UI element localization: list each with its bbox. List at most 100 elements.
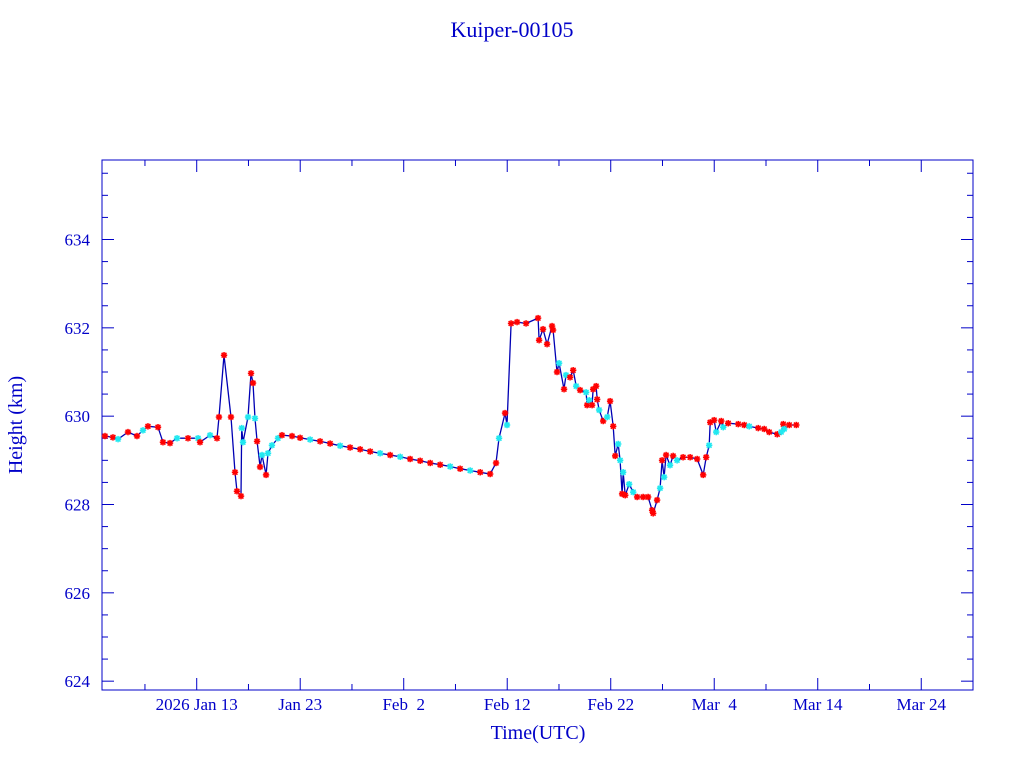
- cyan-data-point: [660, 473, 668, 481]
- red-data-point: [539, 325, 547, 333]
- red-data-point: [593, 396, 601, 403]
- red-data-point: [154, 424, 162, 431]
- red-data-point: [253, 438, 261, 445]
- cyan-data-point: [705, 442, 713, 449]
- red-data-point: [633, 493, 641, 501]
- red-data-point: [710, 416, 718, 424]
- y-tick-label: 634: [65, 231, 91, 250]
- cyan-data-point: [666, 461, 674, 469]
- red-data-point: [436, 461, 444, 468]
- red-data-point: [569, 367, 577, 374]
- red-data-point: [793, 421, 800, 429]
- red-data-point: [765, 428, 773, 436]
- red-data-point: [249, 379, 257, 387]
- cyan-data-point: [604, 413, 611, 421]
- x-tick-label: Feb 12: [484, 695, 531, 714]
- x-tick-label: 2026 Jan 13: [156, 695, 238, 714]
- cyan-data-point: [238, 424, 245, 432]
- red-data-point: [653, 496, 661, 504]
- y-tick-label: 626: [65, 584, 91, 603]
- cyan-data-point: [336, 442, 344, 449]
- red-data-point: [213, 435, 221, 442]
- cyan-data-point: [173, 435, 181, 442]
- cyan-data-point: [503, 421, 511, 429]
- red-data-point: [662, 451, 670, 459]
- red-data-point: [256, 463, 264, 471]
- cyan-data-point: [466, 467, 474, 474]
- red-data-point: [159, 439, 167, 446]
- cyan-data-point: [582, 389, 590, 396]
- red-data-point: [501, 409, 509, 417]
- x-tick-label: Jan 23: [278, 695, 322, 714]
- red-data-point: [566, 374, 574, 381]
- chart-title: Kuiper-00105: [451, 17, 574, 42]
- cyan-data-point: [616, 457, 624, 464]
- cyan-data-point: [264, 450, 272, 457]
- red-data-point: [513, 318, 521, 326]
- cyan-data-point: [781, 425, 788, 433]
- cyan-data-point: [713, 428, 720, 436]
- red-data-point: [610, 423, 617, 430]
- red-data-point: [366, 448, 374, 455]
- axis-ticks: [102, 160, 974, 690]
- red-data-point: [693, 455, 701, 463]
- series-line: [104, 317, 797, 516]
- red-data-point: [101, 432, 109, 440]
- cyan-data-point: [244, 413, 252, 421]
- x-tick-label: Mar 4: [692, 695, 738, 714]
- red-data-point: [109, 434, 117, 441]
- red-data-point: [427, 459, 434, 467]
- cyan-data-point: [139, 427, 147, 434]
- cyan-data-point: [376, 450, 384, 457]
- red-data-point: [247, 370, 255, 377]
- red-data-point: [237, 492, 245, 500]
- red-data-point: [644, 493, 652, 501]
- x-tick-label: Mar 14: [793, 695, 843, 714]
- red-data-point: [144, 423, 152, 430]
- y-axis-title: Height (km): [5, 376, 27, 474]
- cyan-data-point: [396, 453, 404, 460]
- red-data-point: [184, 435, 192, 442]
- red-data-point: [133, 432, 141, 440]
- red-data-point: [699, 471, 707, 479]
- red-data-point: [492, 459, 500, 467]
- red-data-point: [560, 386, 568, 393]
- x-tick-label: Feb 22: [587, 695, 634, 714]
- red-data-point: [233, 488, 241, 495]
- cyan-data-point: [673, 457, 681, 464]
- cyan-data-point: [629, 488, 637, 496]
- red-data-point: [702, 454, 710, 461]
- cyan-data-point: [446, 463, 454, 470]
- red-data-point: [553, 368, 561, 376]
- cyan-data-point: [595, 406, 603, 414]
- red-data-point: [543, 340, 551, 348]
- red-data-point: [735, 420, 742, 428]
- red-data-point: [356, 446, 364, 453]
- cyan-data-point: [619, 469, 627, 476]
- cyan-data-point: [720, 424, 727, 431]
- red-data-point: [522, 320, 530, 327]
- red-data-point: [786, 421, 793, 429]
- red-data-point: [761, 425, 768, 433]
- cyan-data-point: [206, 431, 214, 439]
- red-data-point: [549, 326, 557, 334]
- red-data-point: [679, 454, 687, 461]
- red-data-point: [220, 352, 228, 359]
- red-data-point: [669, 452, 677, 460]
- red-data-point: [124, 428, 132, 436]
- cyan-data-point: [614, 440, 622, 448]
- y-tick-label: 628: [65, 496, 91, 515]
- cyan-data-point: [268, 442, 276, 449]
- red-data-point: [592, 382, 600, 390]
- red-data-point: [326, 440, 334, 447]
- red-data-point: [649, 510, 657, 517]
- x-axis-title: Time(UTC): [491, 722, 586, 744]
- cyan-data-point: [555, 359, 563, 367]
- cyan-data-point: [746, 423, 753, 430]
- cyan-data-point: [258, 451, 266, 459]
- red-data-point: [416, 457, 424, 464]
- cyan-data-point: [306, 436, 314, 443]
- red-data-point: [741, 421, 748, 429]
- red-data-point: [227, 413, 235, 421]
